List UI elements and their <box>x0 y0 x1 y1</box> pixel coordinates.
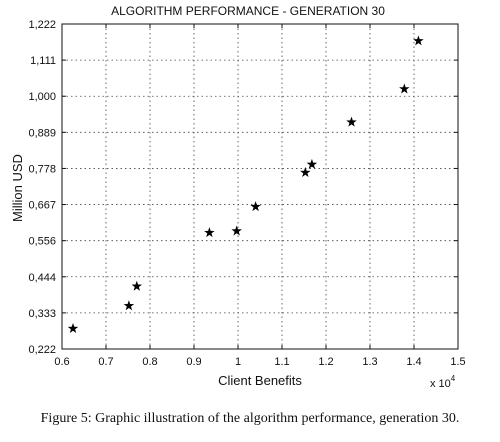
x-multiplier-exponent: 4 <box>451 374 456 383</box>
x-tick-label: 0.7 <box>98 356 113 368</box>
y-tick-label: 0,556 <box>28 236 56 248</box>
x-tick-label: 1.3 <box>362 356 377 368</box>
x-tick-label: 1.4 <box>406 356 421 368</box>
grid-lines <box>62 24 458 349</box>
y-tick-label: 0,889 <box>28 127 56 139</box>
y-tick-label: 1,111 <box>30 55 56 67</box>
data-points <box>67 35 424 333</box>
scatter-chart: ALGORITHM PERFORMANCE - GENERATION 30 0.… <box>10 4 466 390</box>
x-tick-label: 1.2 <box>318 356 333 368</box>
data-point <box>131 280 143 291</box>
y-tick-label: 1,222 <box>28 19 56 31</box>
y-axis-ticks: 0,222 0,333 0,444 0,556 0,667 0,778 0,889 1,000… <box>28 19 458 356</box>
data-point <box>231 225 242 236</box>
data-point <box>204 227 215 238</box>
chart-title: ALGORITHM PERFORMANCE - GENERATION 30 <box>111 4 385 18</box>
y-tick-label: 0,222 <box>28 344 56 356</box>
x-multiplier-base: x 10 <box>430 378 451 390</box>
data-point <box>123 300 135 311</box>
x-tick-label: 0.6 <box>54 356 69 368</box>
y-tick-label: 1,000 <box>28 91 56 103</box>
data-point <box>300 167 311 177</box>
data-point <box>399 83 410 94</box>
x-axis-multiplier: x 104 <box>430 374 456 390</box>
data-point <box>346 116 357 127</box>
x-tick-label: 0.9 <box>186 356 201 368</box>
data-point <box>306 158 318 169</box>
x-tick-label: 1.1 <box>274 356 289 368</box>
x-axis-label: Client Benefits <box>218 373 302 388</box>
x-tick-label: 0.8 <box>142 356 157 368</box>
x-tick-label: 1.5 <box>450 356 465 368</box>
x-tick-label: 1 <box>235 356 241 368</box>
y-axis-label: Million USD <box>10 154 25 222</box>
y-tick-label: 0,778 <box>28 163 56 175</box>
y-tick-label: 0,444 <box>28 272 56 284</box>
data-point <box>250 201 261 212</box>
y-tick-label: 0,667 <box>28 200 56 212</box>
plot-frame <box>61 23 459 350</box>
x-axis-ticks: 0.6 0.7 0.8 0.9 1 1.1 1.2 1.3 1.4 1.5 <box>54 24 466 368</box>
figure-caption: Figure 5: Graphic illustration of the al… <box>40 411 460 426</box>
data-point <box>413 35 424 46</box>
y-tick-label: 0,333 <box>28 308 56 320</box>
data-point <box>67 323 79 333</box>
